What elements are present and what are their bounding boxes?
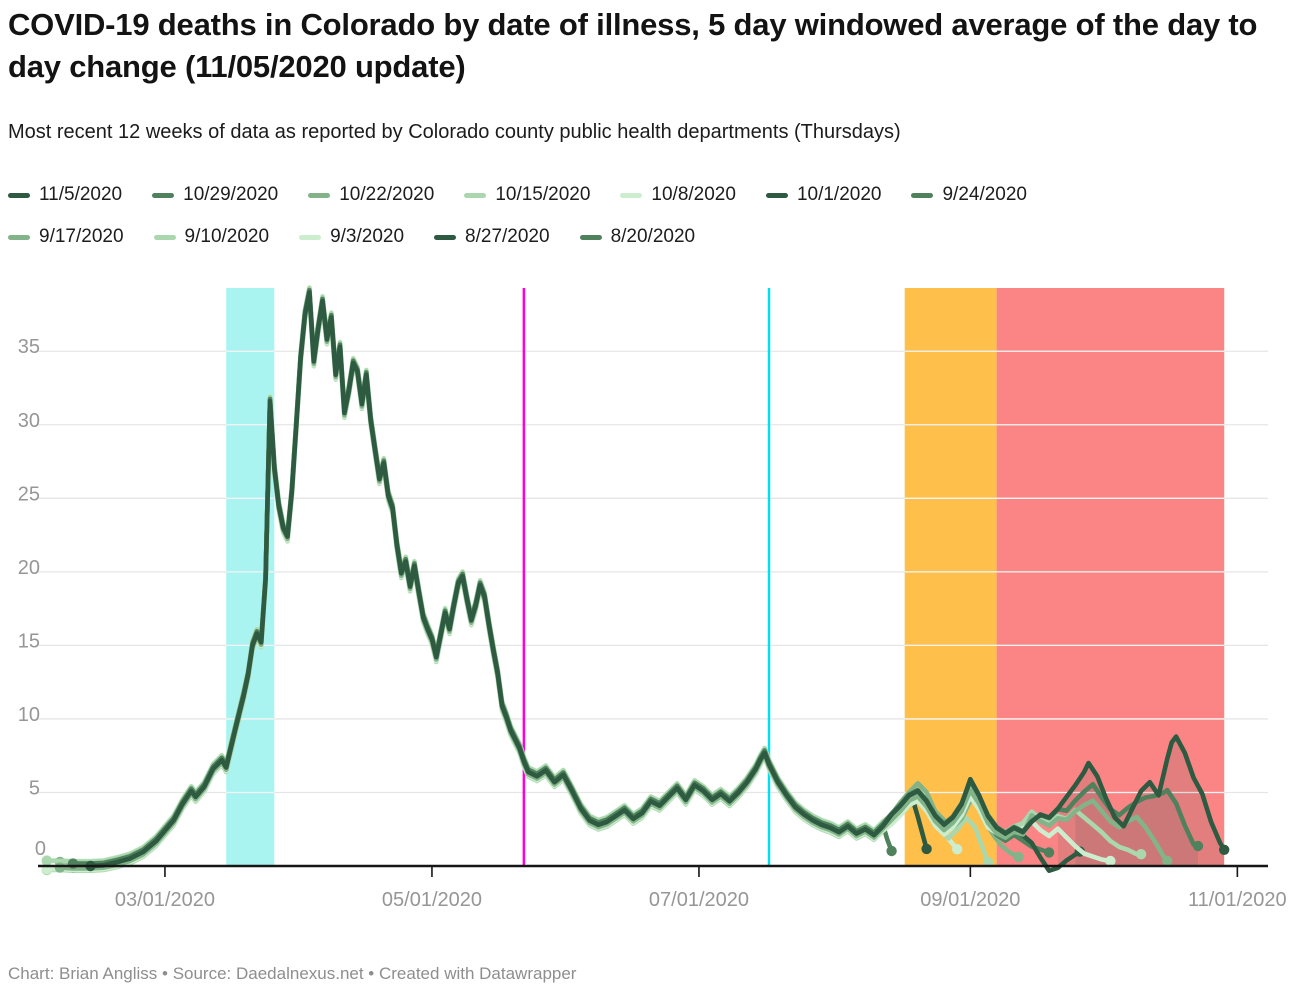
x-tick-label: 03/01/2020 bbox=[115, 889, 215, 911]
legend-color-swatch bbox=[911, 192, 934, 198]
series-line bbox=[44, 294, 991, 873]
legend-item: 9/17/2020 bbox=[8, 226, 124, 248]
y-tick-label: 15 bbox=[18, 630, 40, 652]
y-tick-label: 0 bbox=[35, 838, 46, 860]
legend-item: 11/5/2020 bbox=[8, 184, 122, 206]
series-endpoint-dot bbox=[1105, 855, 1116, 867]
legend-color-swatch bbox=[152, 192, 175, 198]
legend-row: 11/5/2020 10/29/2020 10/22/2020 10/15/2020 1… bbox=[8, 184, 1027, 206]
series-endpoint-dot bbox=[54, 862, 66, 873]
legend-item-label: 10/22/2020 bbox=[339, 184, 435, 205]
legend: 11/5/2020 10/29/2020 10/22/2020 10/15/2020 1… bbox=[8, 184, 1027, 248]
legend-item-label: 10/1/2020 bbox=[796, 184, 882, 205]
legend-item-label: 9/3/2020 bbox=[330, 226, 405, 247]
x-tick-label: 09/01/2020 bbox=[920, 889, 1020, 911]
x-tick-label: 11/01/2020 bbox=[1188, 889, 1287, 911]
chart-title: COVID-19 deaths in Colorado by date of i… bbox=[8, 7, 1258, 84]
chart-subtitle: Most recent 12 weeks of data as reported… bbox=[8, 121, 901, 143]
chart-canvas: 0 5 10 15 20 25 30 35 03/01/2020 05/01/2020 07/01/… bbox=[18, 285, 1287, 911]
legend-item-label: 10/15/2020 bbox=[495, 184, 591, 205]
y-tick-label: 30 bbox=[18, 410, 40, 432]
legend-item: 10/15/2020 bbox=[464, 184, 590, 206]
y-tick-label: 5 bbox=[29, 777, 40, 799]
legend-color-swatch bbox=[8, 234, 30, 240]
legend-item-label: 11/5/2020 bbox=[39, 184, 123, 205]
highlight-band-august-highlight bbox=[904, 288, 997, 866]
y-tick-label: 25 bbox=[18, 483, 40, 505]
legend-color-swatch bbox=[153, 234, 176, 240]
series-endpoint-dot bbox=[921, 843, 932, 855]
legend-item: 10/22/2020 bbox=[308, 184, 434, 206]
legend-color-swatch bbox=[299, 234, 322, 240]
series-line bbox=[44, 285, 960, 864]
legend-item: 10/1/2020 bbox=[765, 184, 882, 206]
legend-color-swatch bbox=[579, 234, 602, 240]
legend-color-swatch bbox=[464, 192, 487, 198]
series-endpoint-dot bbox=[1192, 840, 1204, 852]
series-endpoint-dot bbox=[41, 855, 52, 867]
legend-item-label: 8/20/2020 bbox=[610, 226, 696, 247]
x-tick-label: 05/01/2020 bbox=[382, 889, 482, 911]
legend-item-label: 8/27/2020 bbox=[465, 226, 550, 247]
legend-item: 9/3/2020 bbox=[299, 226, 404, 248]
series-endpoint-dot bbox=[886, 845, 897, 857]
series-endpoint-dot bbox=[67, 858, 79, 869]
legend-color-swatch bbox=[620, 192, 643, 198]
y-tick-label: 10 bbox=[18, 704, 40, 726]
x-tick-label: 07/01/2020 bbox=[649, 889, 749, 911]
legend-item: 9/24/2020 bbox=[911, 184, 1027, 206]
series-endpoint-dot bbox=[1043, 847, 1055, 858]
series-endpoint-dot bbox=[982, 856, 994, 868]
legend-color-swatch bbox=[8, 192, 30, 198]
series-line bbox=[88, 290, 1227, 869]
series-line bbox=[88, 290, 929, 869]
legend-item-label: 9/10/2020 bbox=[184, 226, 270, 247]
y-tick-label: 20 bbox=[18, 557, 40, 579]
legend-item: 10/29/2020 bbox=[152, 184, 278, 206]
legend-color-swatch bbox=[308, 192, 331, 198]
footer-credit: Chart: Brian Angliss • Source: Daedalnex… bbox=[8, 964, 577, 983]
legend-item-label: 10/8/2020 bbox=[651, 184, 736, 205]
legend-row: 9/17/2020 9/10/2020 9/3/2020 8/27/2020 8/20/… bbox=[8, 226, 1027, 248]
legend-item-label: 10/29/2020 bbox=[183, 184, 279, 205]
series-endpoint-dot bbox=[1219, 844, 1230, 855]
legend-item-label: 9/24/2020 bbox=[942, 184, 1027, 205]
legend-item: 8/27/2020 bbox=[434, 226, 550, 248]
series-endpoint-dot bbox=[1162, 855, 1173, 867]
legend-item: 9/10/2020 bbox=[153, 226, 270, 248]
y-tick-label: 35 bbox=[18, 336, 40, 358]
series-endpoint-dot bbox=[1013, 851, 1024, 863]
highlight-band-recent-highlight bbox=[996, 288, 1225, 866]
legend-color-swatch bbox=[765, 192, 788, 198]
legend-item: 10/8/2020 bbox=[620, 184, 736, 206]
legend-color-swatch bbox=[434, 234, 457, 240]
series-endpoint-dot bbox=[952, 844, 963, 855]
series-endpoint-dot bbox=[1135, 849, 1147, 860]
legend-item-label: 9/17/2020 bbox=[39, 226, 124, 247]
legend-item: 8/20/2020 bbox=[579, 226, 696, 248]
